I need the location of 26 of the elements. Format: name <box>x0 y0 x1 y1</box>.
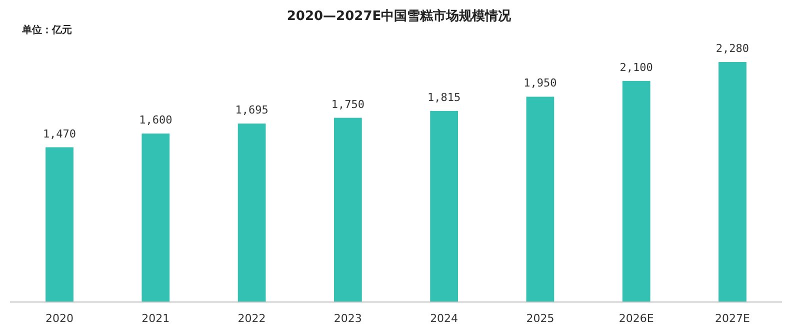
x-tick-label: 2023 <box>334 312 362 325</box>
data-label: 1,695 <box>235 104 268 117</box>
data-label: 1,815 <box>428 90 461 104</box>
x-tick-label: 2022 <box>238 312 266 325</box>
x-tick-label: 2024 <box>430 312 458 325</box>
bar <box>46 147 74 302</box>
data-label: 2,100 <box>620 60 653 74</box>
x-tick-label: 2027E <box>715 312 750 325</box>
bar <box>718 62 746 302</box>
x-tick-label: 2021 <box>142 312 170 325</box>
data-label: 1,600 <box>139 114 172 127</box>
bar <box>526 96 554 302</box>
data-label: 1,750 <box>331 98 364 111</box>
data-label: 1,950 <box>524 76 557 90</box>
x-tick-label: 2025 <box>526 312 554 325</box>
bar <box>142 134 170 302</box>
text: 单位：亿元 <box>21 24 72 36</box>
x-tick-label: 2026E <box>618 312 654 325</box>
chart-title: 2020—2027E中国雪糕市场规模情况 <box>286 8 512 24</box>
bar <box>334 118 362 302</box>
x-tick-label: 2020 <box>46 312 74 325</box>
bar <box>430 110 458 302</box>
data-label: 2,280 <box>716 42 750 55</box>
data-label: 1,470 <box>42 127 76 140</box>
bar <box>622 80 650 302</box>
bar <box>238 124 266 302</box>
